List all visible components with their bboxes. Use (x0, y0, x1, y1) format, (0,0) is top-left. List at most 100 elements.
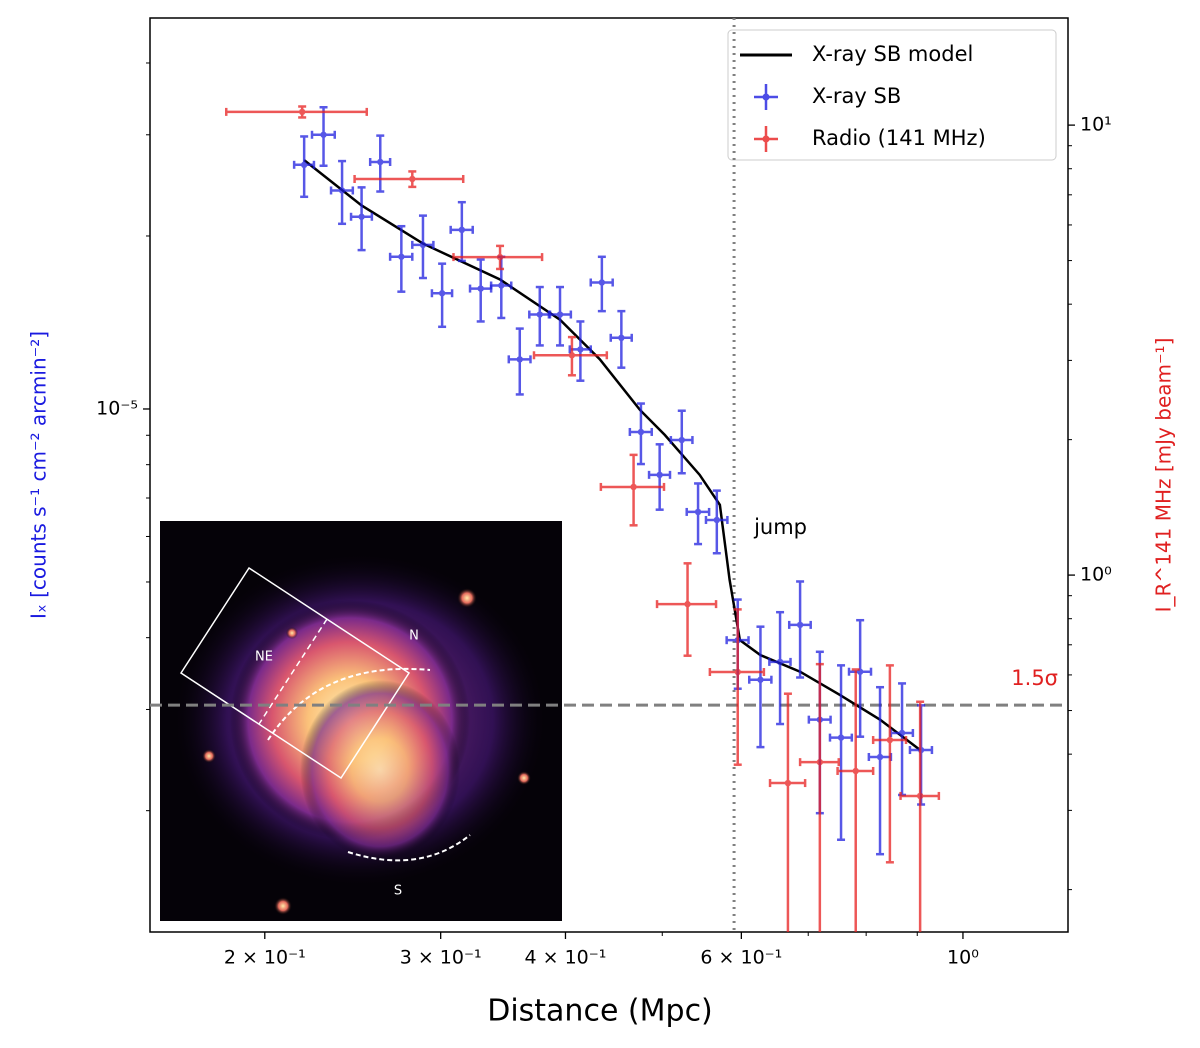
y2-tick-label: 10¹ (1080, 114, 1112, 136)
data-point (300, 161, 308, 169)
errorbar-point (568, 320, 592, 382)
data-point (458, 226, 466, 234)
jump-label: jump (753, 515, 807, 539)
data-point (886, 736, 894, 744)
data-point (358, 213, 365, 220)
data-point (757, 676, 764, 683)
errorbar-point (589, 255, 614, 313)
legend-label: X-ray SB (812, 84, 901, 108)
data-point (320, 131, 327, 138)
data-point (398, 253, 405, 260)
legend-swatch (754, 84, 778, 110)
inset-image: NE N S (160, 521, 562, 921)
errorbar-point (507, 327, 532, 396)
errorbar-point (708, 608, 766, 766)
errorbar-point (599, 453, 666, 527)
errorbar-point (836, 668, 875, 932)
data-point (338, 187, 346, 194)
data-point (776, 658, 784, 666)
x-tick-label: 10⁰ (947, 947, 979, 969)
errorbar-point (768, 610, 792, 726)
errorbar-point (747, 625, 773, 749)
errorbar-point (828, 664, 854, 842)
errorbar-point (349, 186, 374, 252)
data-point (713, 516, 721, 524)
errorbar-point (528, 285, 552, 347)
errorbar-point (452, 244, 544, 271)
errorbar-point (669, 409, 694, 475)
x-axis-label: Distance (Mpc) (487, 994, 713, 1029)
x-tick-label: 4 × 10⁻¹ (525, 947, 607, 969)
data-point (694, 508, 702, 516)
errorbar-point (628, 402, 653, 466)
data-point (898, 729, 906, 737)
legend-swatch-dot (762, 135, 770, 143)
errorbar-point (468, 258, 493, 323)
errorbar-point (609, 309, 633, 369)
legend-box (727, 29, 1057, 161)
errorbar-point (292, 135, 316, 199)
legend-label: Radio (141 MHz) (812, 126, 986, 150)
x-tick-label: 6 × 10⁻¹ (700, 947, 782, 969)
x-tick-label: 2 × 10⁻¹ (224, 947, 306, 969)
data-point (916, 792, 924, 800)
data-point (516, 356, 523, 363)
data-point (784, 779, 792, 787)
plot-area (150, 18, 1068, 932)
errorbar-point (310, 105, 336, 167)
data-point (876, 753, 884, 761)
data-point (630, 483, 637, 491)
data-point (796, 621, 804, 629)
legend-label: X-ray SB model (812, 42, 973, 66)
data-point (419, 241, 427, 249)
inset-label: NE (255, 650, 273, 665)
data-point (656, 471, 663, 479)
data-point (536, 311, 543, 318)
y2-tick-label: 10⁰ (1080, 564, 1112, 586)
errorbar-point (798, 662, 840, 932)
data-point (496, 253, 504, 261)
y-axis-label: Iₓ [counts s⁻¹ cm⁻² arcmin⁻²] (27, 331, 51, 619)
errorbar-point (704, 489, 729, 555)
errorbar-point (411, 214, 435, 280)
errorbar-point (685, 482, 711, 546)
data-point (377, 158, 384, 166)
data-point (684, 600, 691, 608)
plot-frame (149, 17, 1069, 933)
errorbar-point (655, 562, 718, 657)
data-point (498, 282, 505, 289)
errorbar-point (847, 618, 873, 738)
data-point (409, 175, 416, 183)
x-tick-label: 3 × 10⁻¹ (400, 947, 482, 969)
data-point (734, 668, 741, 676)
data-point (637, 428, 645, 436)
errorbar-point (899, 700, 941, 932)
errorbar-point (368, 134, 392, 193)
errorbar-point (532, 335, 609, 377)
errorbar-point (388, 224, 414, 293)
data-point (477, 285, 484, 292)
errorbar-point (871, 664, 908, 864)
legend-swatch-dot (762, 93, 770, 101)
data-point (618, 334, 625, 342)
errorbar-point (768, 692, 807, 932)
errorbar-point (329, 159, 355, 226)
data-point (598, 279, 606, 286)
inset-label: N (409, 629, 419, 644)
data-point (816, 758, 824, 766)
errorbar-point (353, 170, 465, 189)
data-point (837, 734, 845, 741)
data-point (298, 108, 306, 116)
data-point (852, 767, 859, 775)
errorbar-point (430, 262, 454, 329)
data-point (438, 290, 446, 297)
errorbar-point (449, 200, 474, 263)
errorbar-point (489, 255, 513, 320)
legend-swatch (754, 126, 778, 152)
y2-axis-label: I_R^141 MHz [mJy beam⁻¹] (1152, 338, 1176, 613)
data-point (568, 352, 576, 359)
legend: X-ray SB model X-ray SB Radio (141 MHz) (727, 29, 1057, 161)
errorbar-point (647, 443, 672, 511)
y-tick-label: 10⁻⁵ (96, 397, 138, 419)
